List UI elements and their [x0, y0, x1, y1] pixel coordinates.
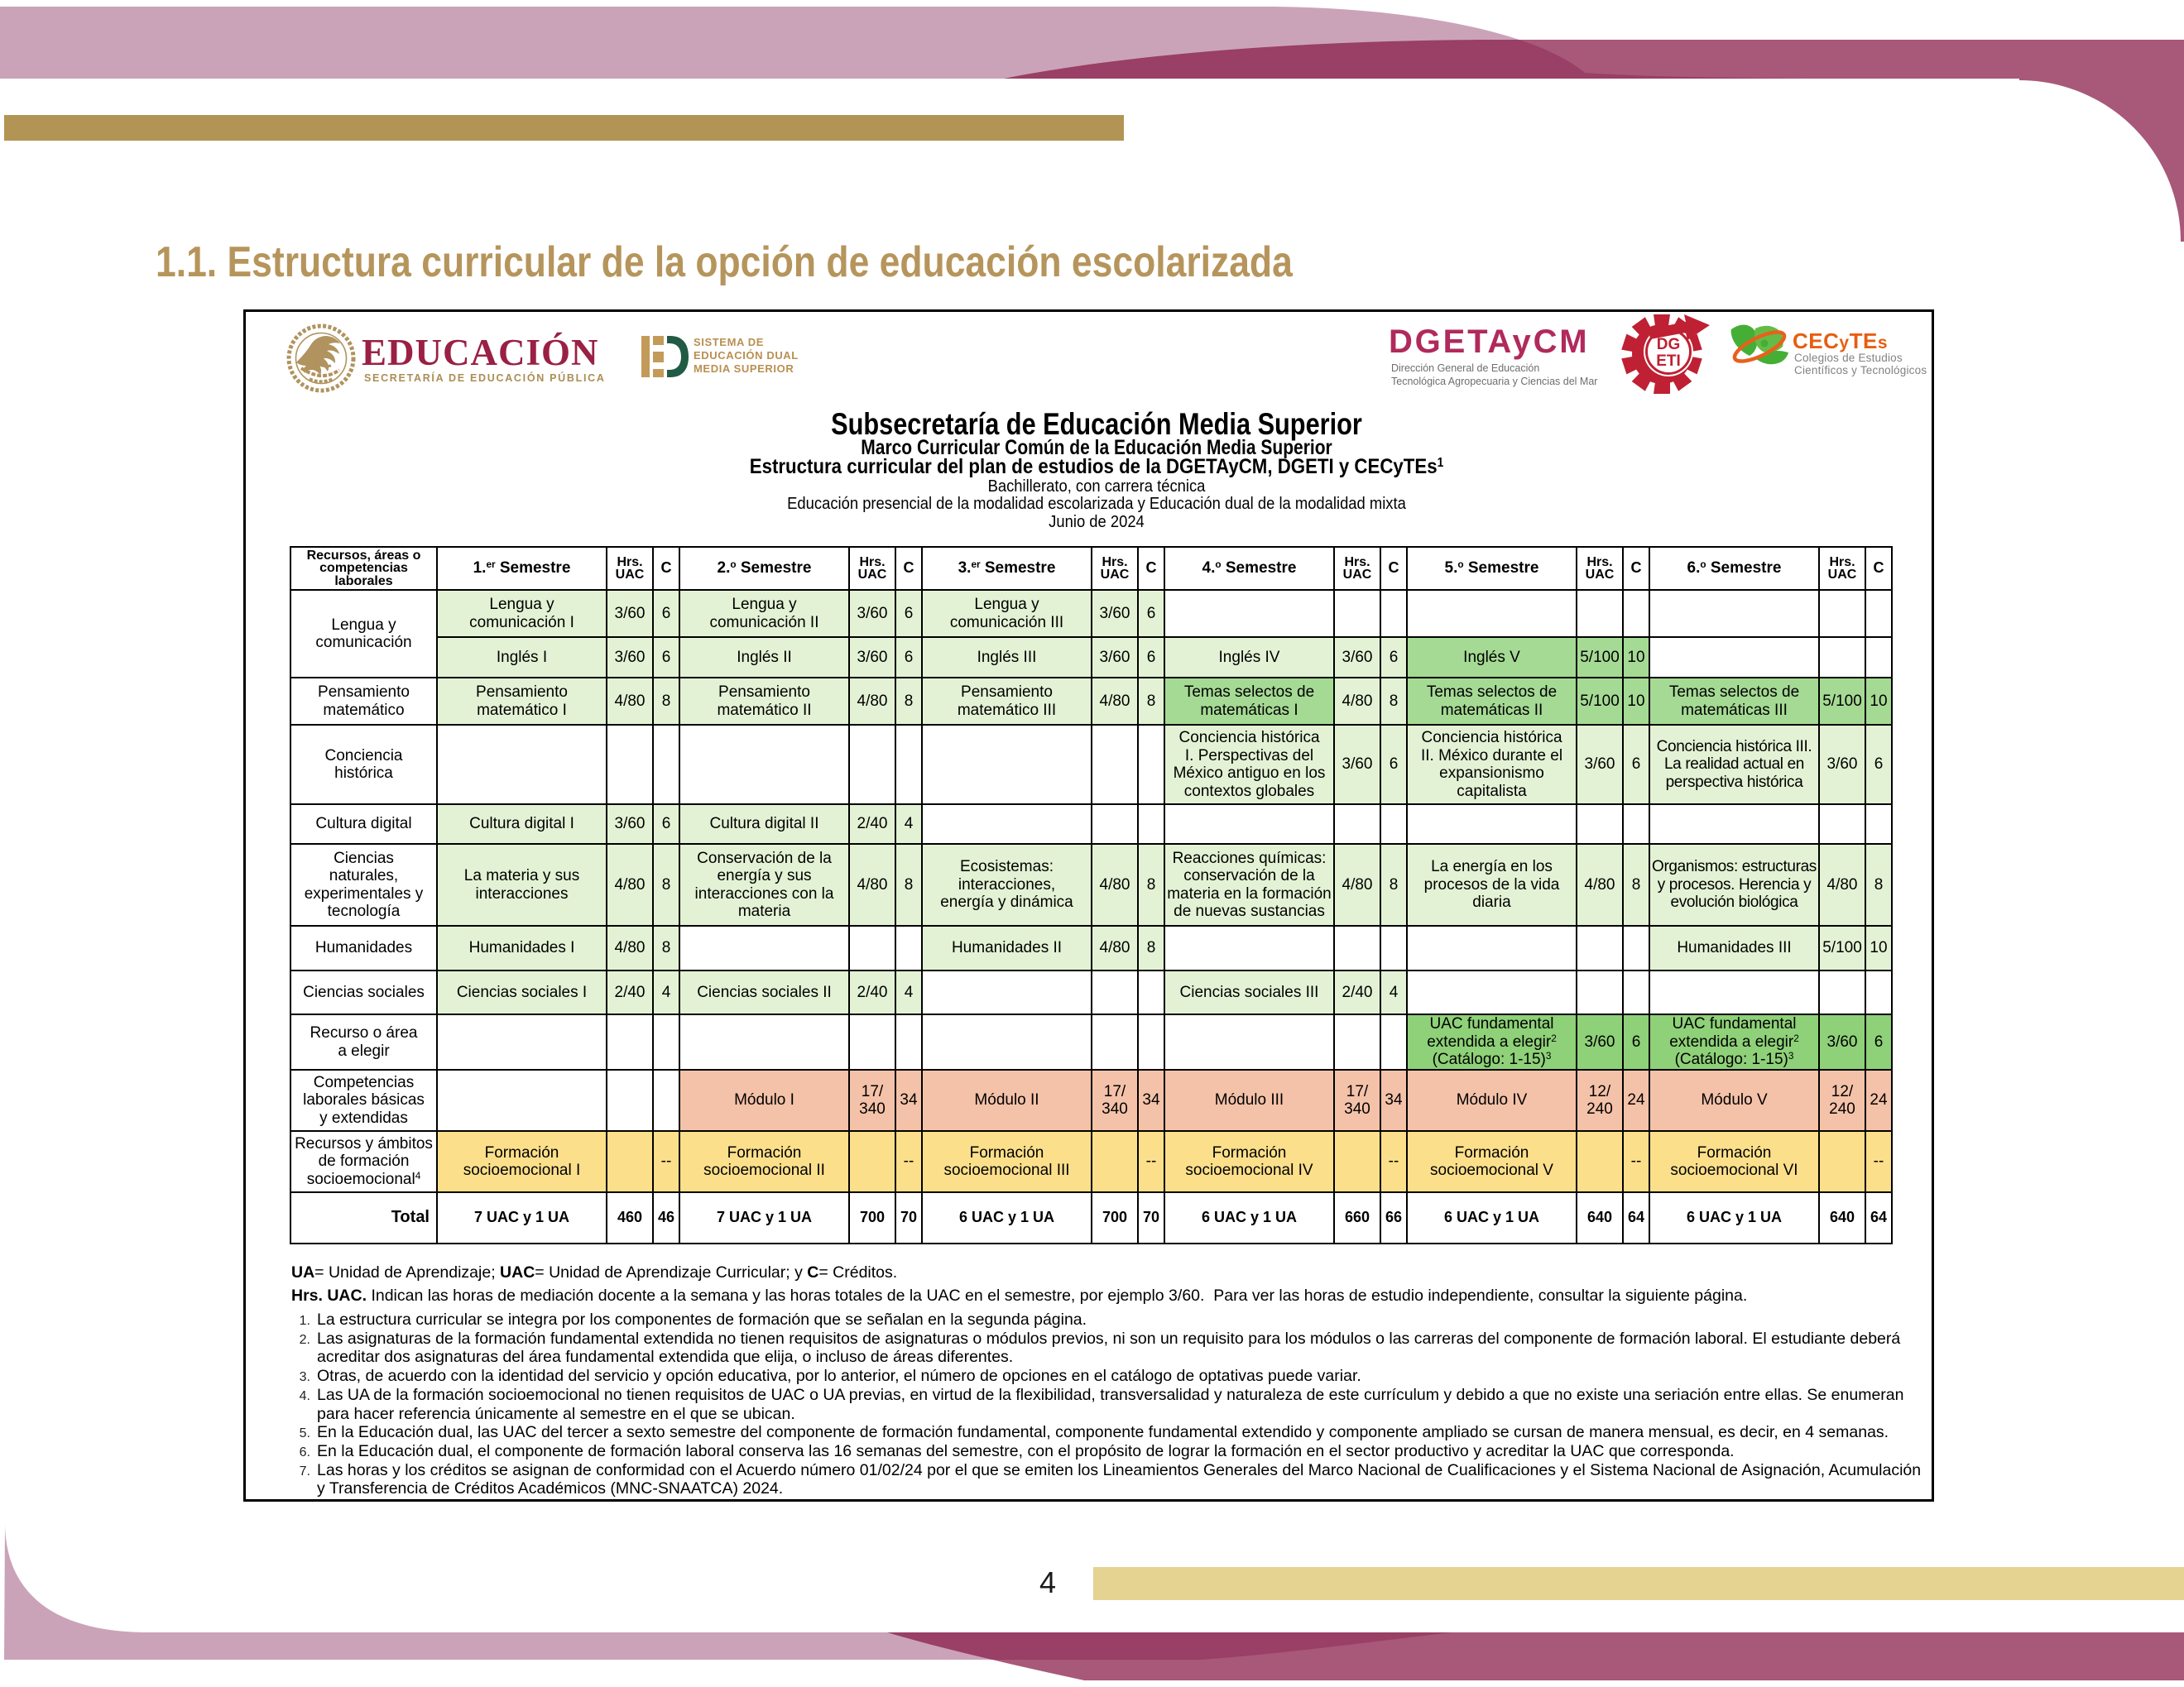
svg-text:ETI: ETI	[1656, 352, 1681, 370]
svg-text:DG: DG	[1657, 336, 1681, 353]
